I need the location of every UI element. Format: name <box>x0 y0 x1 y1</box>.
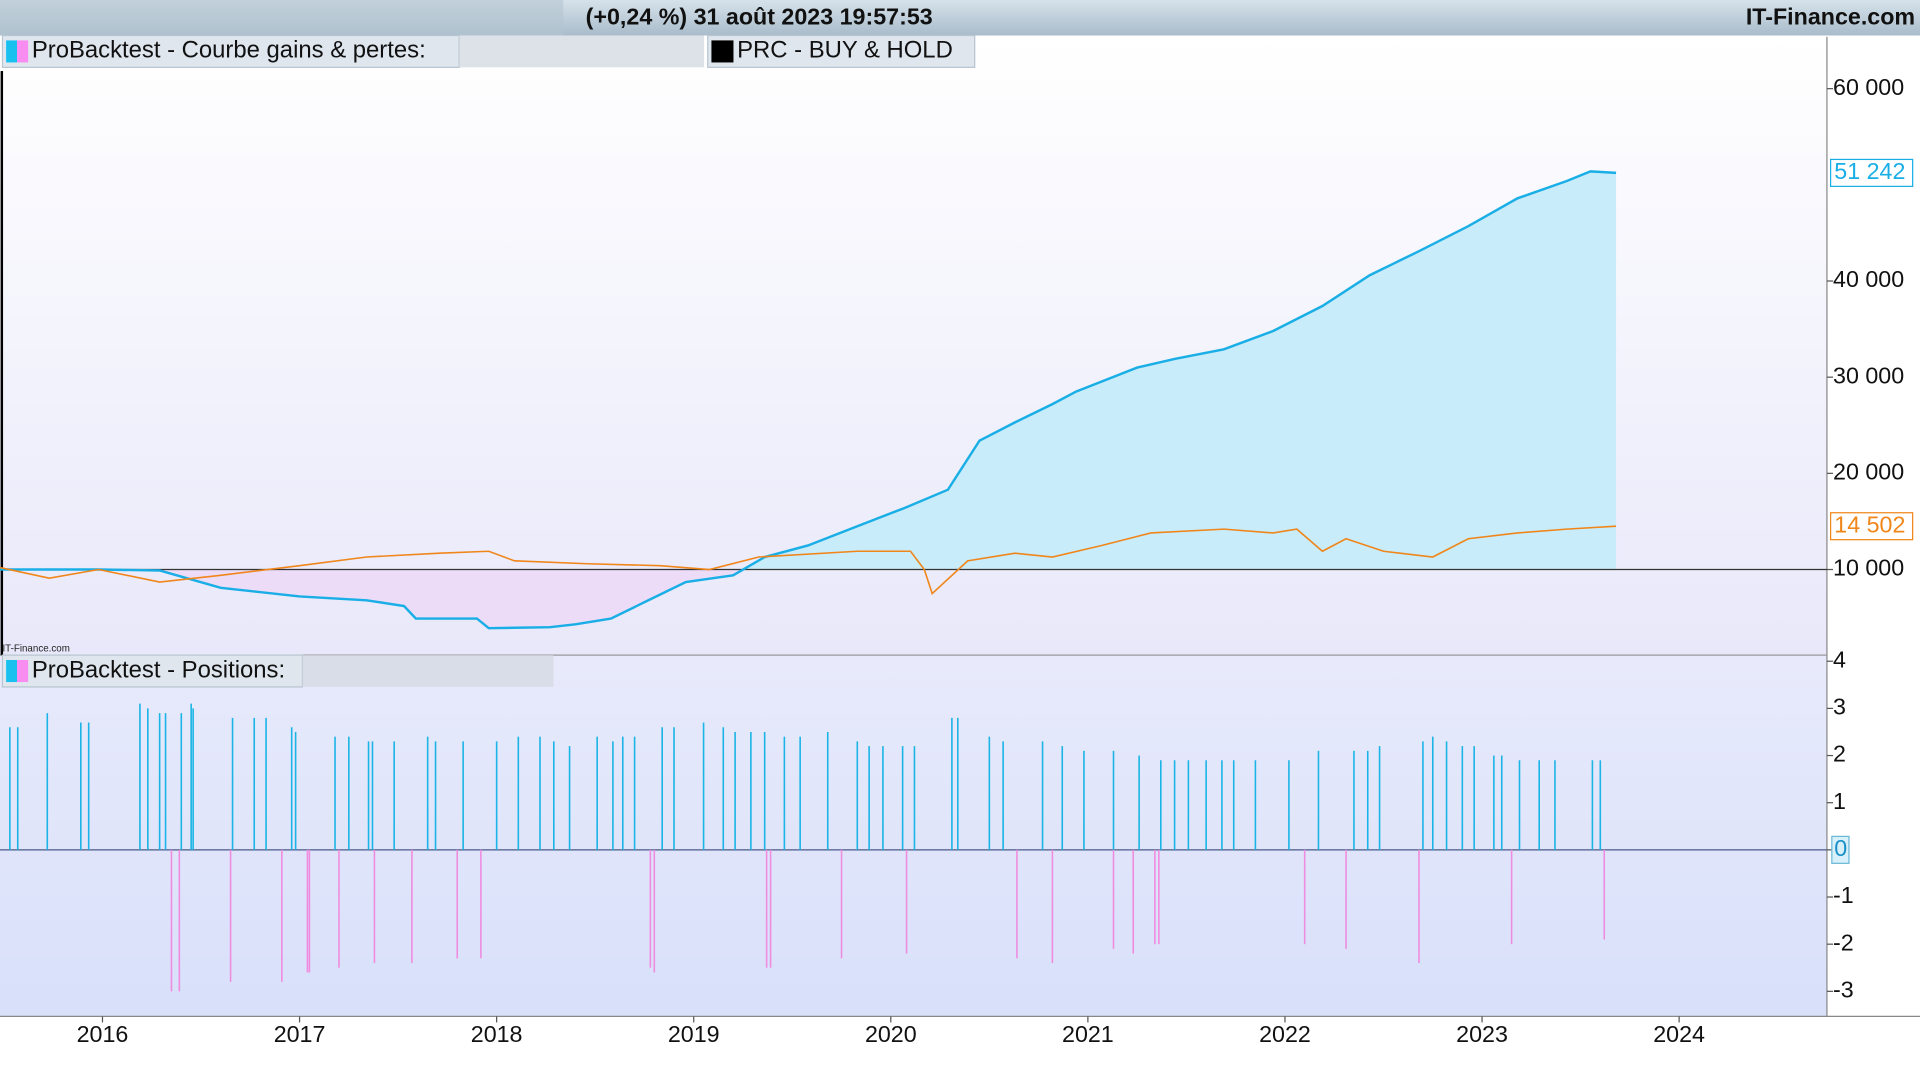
blurred-value <box>459 35 705 68</box>
y-tick-label: 4 <box>1833 646 1846 672</box>
y-tick-label: 30 000 <box>1833 362 1904 388</box>
legend-swatch <box>6 660 29 683</box>
x-tick-label: 2019 <box>668 1021 720 1047</box>
legend-label: ProBacktest - Positions: <box>32 656 285 683</box>
series-line <box>0 170 1617 630</box>
zero-label-box <box>1831 835 1850 864</box>
y-tick-label: 1 <box>1833 788 1846 814</box>
legend-label: ProBacktest - Courbe gains & pertes: <box>32 37 426 64</box>
legend-swatch <box>711 40 734 63</box>
y-tick-label: 40 000 <box>1833 266 1904 292</box>
x-tick-label: 2021 <box>1062 1021 1114 1047</box>
x-tick-label: 2018 <box>471 1021 523 1047</box>
y-tick-label: 60 000 <box>1833 74 1904 100</box>
area-above <box>0 171 1617 570</box>
x-tick-label: 2024 <box>1653 1021 1705 1047</box>
plot-layer: 10 000 20 000 30 000 40 000 60 000 51 242 14 5… <box>0 34 1914 1047</box>
bottom-panel <box>0 655 1827 1017</box>
y-tick-label: -1 <box>1833 882 1854 908</box>
blurred-header <box>0 0 564 36</box>
y-tick-label: 20 000 <box>1833 458 1904 484</box>
x-tick-label: 2023 <box>1456 1021 1508 1047</box>
last-value-label: 14 502 <box>1834 511 1905 537</box>
x-tick-label: 2022 <box>1259 1021 1311 1047</box>
last-value-box <box>1830 512 1914 541</box>
y-tick-label: 0 <box>1834 835 1847 861</box>
watermark: IT-Finance.com <box>2 644 69 655</box>
x-tick-label: 2016 <box>77 1021 129 1047</box>
y-tick-label: -2 <box>1833 929 1854 955</box>
series-line <box>0 525 1617 595</box>
x-tick-label: 2017 <box>274 1021 326 1047</box>
legend-box <box>1 34 460 68</box>
last-value-label: 51 242 <box>1834 158 1905 184</box>
header-brand: IT-Finance.com <box>1746 4 1915 30</box>
y-tick-label: -3 <box>1833 976 1854 1002</box>
legend-swatch <box>6 40 29 63</box>
y-tick-label: 2 <box>1833 741 1846 767</box>
legend-label: PRC - BUY & HOLD <box>737 37 953 64</box>
area-below <box>98 569 744 629</box>
y-tick-label: 10 000 <box>1833 555 1904 581</box>
last-value-box <box>1830 158 1914 187</box>
legend-box <box>707 34 976 68</box>
y-tick-label: 3 <box>1833 694 1846 720</box>
header-status: (+0,24 %) 31 août 2023 19:57:53 <box>586 4 933 30</box>
blurred-value <box>302 655 554 687</box>
x-tick-label: 2020 <box>865 1021 917 1047</box>
